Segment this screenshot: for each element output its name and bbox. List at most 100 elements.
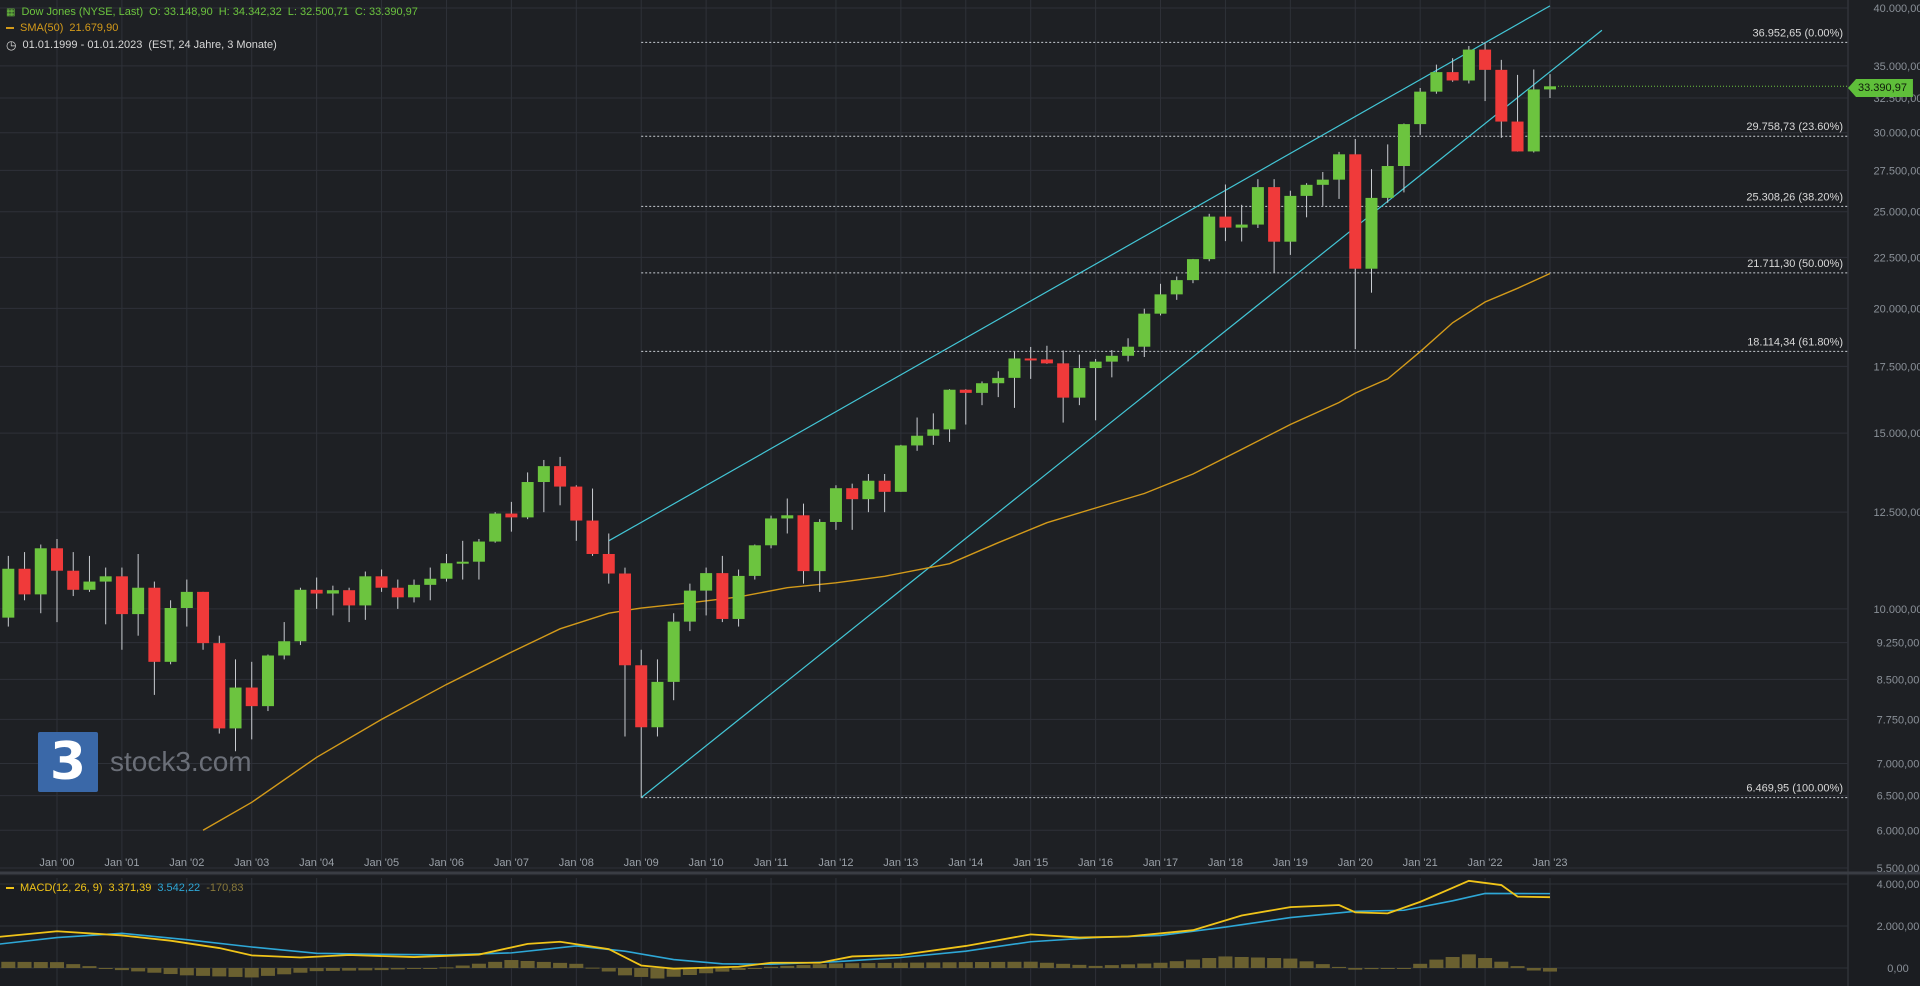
candle-body	[34, 548, 47, 595]
macd-legend[interactable]: MACD(12, 26, 9) 3.371,39 3.542,22 -170,8…	[6, 882, 244, 894]
x-tick-label: Jan '08	[559, 857, 594, 869]
candle	[1170, 276, 1183, 300]
candle-body	[570, 486, 583, 521]
instrument-name: Dow Jones (NYSE, Last)	[21, 6, 144, 18]
macd-histogram-bar	[1153, 962, 1168, 968]
candle	[472, 538, 485, 580]
channel-line	[640, 29, 1603, 799]
y-tick-label: 7.750,00	[1877, 714, 1920, 726]
candle	[294, 587, 307, 646]
candle	[748, 544, 761, 580]
macd-histogram-bar	[228, 968, 243, 977]
candle-body	[1024, 358, 1037, 361]
sma-legend[interactable]: SMA(50) 21.679,90	[6, 22, 118, 34]
candle-body	[424, 578, 437, 585]
candle-body	[1284, 195, 1297, 242]
candle	[51, 538, 63, 623]
candle-body	[326, 590, 339, 594]
x-tick-label: Jan '16	[1078, 857, 1113, 869]
macd-histogram-bar	[488, 961, 503, 968]
candle-body	[537, 466, 550, 483]
candle	[1251, 179, 1264, 228]
x-tick-label: Jan '11	[754, 857, 788, 869]
macd-histogram-bar	[828, 963, 843, 968]
macd-histogram-bar	[1056, 963, 1071, 968]
macd-histogram-bar	[796, 965, 811, 968]
channel-line	[608, 5, 1551, 542]
candle-body	[164, 608, 177, 662]
candle-body	[1008, 358, 1021, 378]
macd-histogram-bar	[926, 962, 941, 968]
macd-histogram-bar	[455, 965, 470, 968]
x-tick-label: Jan '15	[1013, 857, 1048, 869]
candle-body	[1511, 121, 1524, 152]
macd-histogram-bar	[358, 968, 373, 971]
candle	[424, 567, 437, 601]
macd-histogram-bar	[1218, 956, 1233, 968]
candle	[1511, 74, 1524, 152]
candle	[1284, 190, 1297, 255]
candle	[1397, 123, 1410, 193]
candle-body	[521, 482, 534, 518]
candle-body	[343, 590, 356, 606]
candle-body	[586, 520, 599, 554]
macd-histogram-bar	[585, 967, 600, 969]
candle	[846, 483, 859, 530]
macd-histogram-bar	[98, 968, 113, 969]
candle	[683, 583, 696, 632]
macd-histogram-bar	[244, 968, 259, 978]
y-tick-label: 6.000,00	[1877, 825, 1920, 837]
candle	[326, 585, 339, 616]
candle-body	[1430, 72, 1443, 92]
candle-body	[1203, 216, 1216, 260]
candle	[765, 515, 778, 549]
macd-histogram-bar	[682, 968, 697, 975]
candle-body	[115, 576, 128, 615]
high-value: H: 34.342,32	[218, 6, 282, 18]
y-tick-label: 6.500,00	[1877, 791, 1920, 803]
macd-histogram-bar	[520, 960, 535, 968]
macd-histogram-bar	[131, 968, 146, 972]
macd-histogram-bar	[942, 962, 957, 968]
date-range-detail: (EST, 24 Jahre, 3 Monate)	[148, 39, 277, 51]
candle-body	[1105, 355, 1118, 362]
candle	[148, 581, 161, 695]
macd-histogram-bar	[212, 968, 227, 977]
candle-body	[1170, 280, 1183, 295]
candle-body	[489, 513, 502, 542]
candle	[115, 567, 128, 650]
candle-body	[700, 573, 713, 591]
macd-histogram-bar	[1267, 958, 1282, 968]
candle	[440, 553, 453, 582]
x-tick-label: Jan '09	[624, 857, 659, 869]
candle	[229, 659, 242, 752]
x-tick-label: Jan '07	[494, 857, 529, 869]
candle	[261, 654, 274, 712]
macd-histogram-bar	[1315, 964, 1330, 968]
candle-body	[846, 488, 859, 500]
candle	[359, 571, 372, 620]
candle-body	[408, 584, 421, 598]
macd-histogram-bar	[390, 968, 405, 970]
candle-body	[51, 548, 63, 571]
candle	[1024, 346, 1037, 379]
macd-histogram-bar	[569, 963, 584, 968]
macd-y-tick-label: 4.000,00	[1877, 879, 1920, 891]
candle-body	[1186, 259, 1199, 281]
candle-body	[67, 570, 80, 590]
candle	[1203, 213, 1216, 262]
y-tick-label: 5.500,00	[1877, 863, 1920, 875]
x-tick-label: Jan '05	[364, 857, 399, 869]
date-range-value: 01.01.1999 - 01.01.2023	[22, 39, 143, 51]
macd-histogram-bar	[33, 962, 48, 968]
y-tick-label: 35.000,00	[1874, 61, 1920, 73]
macd-histogram-bar	[731, 968, 746, 970]
candle-body	[310, 589, 323, 594]
macd-histogram-bar	[1088, 965, 1103, 968]
open-value: O: 33.148,90	[149, 6, 213, 18]
candle-body	[1251, 187, 1264, 225]
macd-histogram-bar	[342, 968, 357, 971]
candle	[829, 485, 842, 530]
x-tick-label: Jan '10	[689, 857, 724, 869]
